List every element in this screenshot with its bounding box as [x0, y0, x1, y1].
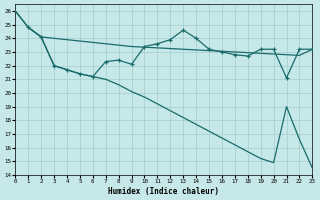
X-axis label: Humidex (Indice chaleur): Humidex (Indice chaleur): [108, 187, 219, 196]
